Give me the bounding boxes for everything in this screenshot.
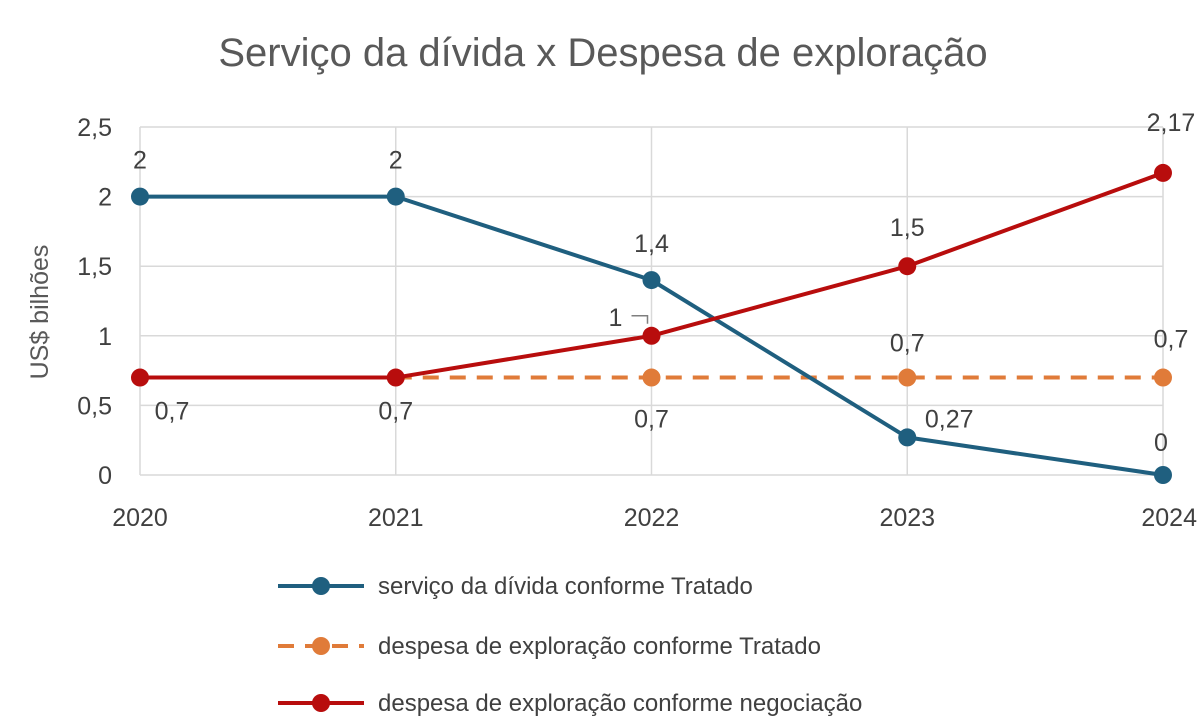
data-point (898, 368, 917, 387)
x-tick-label: 2020 (112, 504, 168, 532)
data-label: 2,17 (1147, 109, 1196, 137)
data-label: 2 (389, 147, 403, 175)
data-point (386, 187, 405, 206)
y-axis-label: US$ bilhões (26, 245, 54, 380)
data-label: 0,7 (890, 330, 925, 358)
data-label: 0,7 (155, 398, 190, 426)
data-point (642, 368, 661, 387)
legend-item: despesa de exploração conforme negociaçã… (278, 690, 862, 717)
legend-label: despesa de exploração conforme Tratado (378, 633, 821, 660)
y-axis-ticks: 0 0,5 1 1,5 2 2,5 (77, 114, 112, 490)
data-point (131, 368, 149, 387)
data-label: 2 (133, 147, 147, 175)
data-point (642, 326, 661, 345)
x-tick-label: 2022 (624, 504, 680, 532)
y-tick-label: 1 (98, 323, 112, 351)
x-tick-label: 2023 (879, 504, 935, 532)
series-lines (131, 163, 1172, 484)
data-point (898, 257, 917, 276)
data-label: 0,7 (1154, 326, 1189, 354)
y-tick-label: 2,5 (77, 114, 112, 142)
data-label: 1,4 (634, 230, 669, 258)
data-label: 0,7 (634, 406, 669, 434)
data-point (1154, 466, 1172, 484)
legend-item: despesa de exploração conforme Tratado (278, 633, 821, 660)
chart-title: Serviço da dívida x Despesa de exploraçã… (218, 31, 987, 75)
y-tick-label: 2 (98, 184, 112, 212)
data-point (898, 428, 917, 447)
x-axis-ticks: 2020 2021 2022 2023 2024 (112, 504, 1197, 532)
data-label: 1,5 (890, 214, 925, 242)
data-point (1154, 368, 1172, 387)
data-point (131, 187, 149, 206)
series-2 (395, 368, 1172, 387)
legend-swatch-marker (312, 637, 330, 655)
y-tick-label: 1,5 (77, 253, 112, 281)
data-label: 1 (609, 304, 623, 332)
y-tick-label: 0 (98, 462, 112, 490)
y-tick-label: 0,5 (77, 392, 112, 420)
data-label: 0,7 (378, 398, 413, 426)
legend-label: serviço da dívida conforme Tratado (378, 573, 753, 600)
legend-label: despesa de exploração conforme negociaçã… (378, 690, 862, 717)
data-label: 0,27 (925, 405, 974, 433)
data-point (386, 368, 405, 387)
x-tick-label: 2024 (1141, 504, 1197, 532)
data-label: 0 (1154, 429, 1168, 457)
legend-item: serviço da dívida conforme Tratado (278, 573, 753, 600)
legend-swatch-marker (312, 577, 330, 595)
data-labels: 2 2 1,4 0,27 0 0,7 0,7 0,7 0,7 0,7 1 1,5 2,17 (133, 109, 1195, 457)
legend-swatch-marker (312, 694, 330, 712)
data-point (1154, 163, 1172, 182)
series-3 (131, 163, 1172, 387)
x-tick-label: 2021 (368, 504, 424, 532)
series-1 (131, 187, 1172, 484)
data-point (642, 271, 661, 290)
label-leader-line (631, 315, 649, 324)
legend: serviço da dívida conforme Tratado despes… (278, 573, 862, 717)
